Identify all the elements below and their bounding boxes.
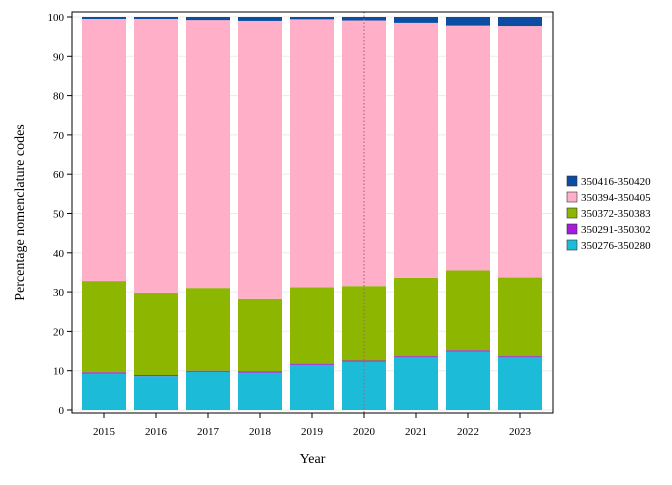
bar-segment xyxy=(186,288,230,371)
x-tick-label: 2018 xyxy=(249,426,272,438)
legend: 350416-350420 350394-350405 350372-350383 3… xyxy=(566,175,651,252)
x-tick-label: 2021 xyxy=(405,426,427,438)
bar-segment xyxy=(134,292,178,376)
bar-segment xyxy=(446,17,490,26)
y-tick-label: 100 xyxy=(48,12,65,24)
x-tick-label: 2015 xyxy=(93,426,116,438)
bar-segment xyxy=(186,370,230,372)
bar-segment xyxy=(134,18,178,293)
bar-segment xyxy=(82,373,126,410)
bar-segment xyxy=(290,364,334,410)
y-tick-label: 0 xyxy=(59,405,65,417)
bar-segment xyxy=(82,281,126,373)
bar-segment xyxy=(82,18,126,282)
bar-segment xyxy=(446,350,490,352)
bar-segment xyxy=(394,277,438,357)
legend-label: 350291-350302 xyxy=(581,224,651,236)
bar-segment xyxy=(394,356,438,358)
y-axis: 0 10 20 30 40 50 60 70 80 90 100 xyxy=(48,12,72,417)
bar-segment xyxy=(134,376,178,410)
y-tick-label: 70 xyxy=(53,130,65,142)
bar-segment xyxy=(498,277,542,357)
bar-segment xyxy=(290,17,334,20)
x-tick-label: 2016 xyxy=(145,426,168,438)
y-tick-label: 50 xyxy=(53,209,65,221)
y-axis-label: Percentage nomenclature codes xyxy=(13,124,28,300)
legend-swatch xyxy=(566,223,578,235)
bar-segment xyxy=(238,20,282,299)
bar-segment xyxy=(290,363,334,365)
bar-segment xyxy=(238,17,282,21)
bar-segment xyxy=(186,371,230,410)
bars xyxy=(82,17,542,410)
x-tick-label: 2017 xyxy=(197,426,220,438)
bar-segment xyxy=(342,17,386,21)
bar-segment xyxy=(394,17,438,23)
bar-segment xyxy=(446,351,490,410)
x-axis-label: Year xyxy=(300,452,326,467)
bar-segment xyxy=(186,17,230,21)
x-tick-label: 2020 xyxy=(353,426,376,438)
x-axis: 2015 2016 2017 2018 2019 2020 2021 2022 2023 xyxy=(93,413,532,438)
bar-segment xyxy=(498,26,542,278)
y-tick-label: 20 xyxy=(53,326,65,338)
bar-segment xyxy=(394,357,438,410)
y-tick-label: 10 xyxy=(53,366,65,378)
bar-segment xyxy=(134,17,178,19)
legend-label: 350276-350280 xyxy=(581,240,651,252)
bar-segment xyxy=(498,356,542,358)
bar-segment xyxy=(342,361,386,410)
y-tick-label: 90 xyxy=(53,51,65,63)
y-tick-label: 30 xyxy=(53,287,65,299)
bar-segment xyxy=(342,360,386,362)
legend-swatch xyxy=(566,175,578,187)
legend-swatch xyxy=(566,239,578,251)
legend-swatch xyxy=(566,207,578,219)
x-tick-label: 2022 xyxy=(457,426,479,438)
bar-segment xyxy=(186,20,230,289)
bar-segment xyxy=(238,298,282,372)
bar-segment xyxy=(238,371,282,373)
legend-label: 350394-350405 xyxy=(581,192,651,204)
bar-segment xyxy=(134,375,178,377)
y-tick-label: 40 xyxy=(53,248,65,260)
legend-swatch xyxy=(566,191,578,203)
y-tick-label: 80 xyxy=(53,91,65,103)
x-tick-label: 2023 xyxy=(509,426,532,438)
bar-segment xyxy=(82,372,126,374)
bar-segment xyxy=(498,357,542,410)
bar-segment xyxy=(238,372,282,410)
legend-label: 350416-350420 xyxy=(581,176,651,188)
bar-segment xyxy=(446,270,490,351)
bar-segment xyxy=(394,22,438,278)
bar-segment xyxy=(446,25,490,271)
bar-segment xyxy=(498,17,542,27)
bar-segment xyxy=(82,17,126,19)
y-tick-label: 60 xyxy=(53,169,65,181)
bar-segment xyxy=(290,19,334,288)
x-tick-label: 2019 xyxy=(301,426,324,438)
legend-label: 350372-350383 xyxy=(581,208,651,220)
bar-segment xyxy=(290,287,334,364)
